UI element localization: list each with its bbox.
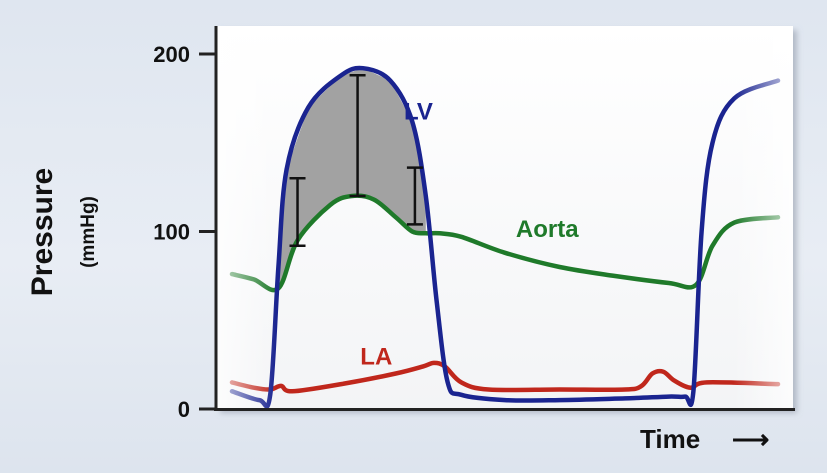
- y-axis-unit: (mmHg): [78, 196, 99, 268]
- y-tick-label-100: 100: [153, 220, 190, 245]
- series-line-lv: [229, 65, 781, 409]
- lv-aorta-shaded-area: [278, 68, 426, 289]
- y-tick-label-200: 200: [153, 42, 190, 67]
- left-fade: [216, 26, 276, 409]
- series-label-aorta: Aorta: [516, 216, 579, 243]
- error-bar-3: [406, 166, 423, 226]
- y-tick-label-0: 0: [178, 397, 190, 422]
- right-fade: [733, 26, 793, 409]
- series-line-la: [229, 360, 781, 394]
- error-bar-1: [289, 177, 306, 247]
- x-axis-arrow: ⟶: [732, 424, 769, 454]
- x-axis-label: Time: [640, 424, 700, 454]
- series-label-lv: LV: [404, 99, 433, 126]
- y-axis-label: Pressure: [26, 168, 59, 296]
- error-bar-2: [349, 74, 366, 198]
- series-label-la: LA: [360, 344, 392, 371]
